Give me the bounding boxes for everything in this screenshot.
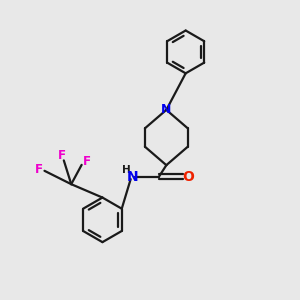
Text: H: H	[122, 165, 131, 175]
Text: F: F	[35, 163, 43, 176]
Text: N: N	[161, 103, 172, 116]
Text: F: F	[58, 148, 66, 162]
Text: F: F	[83, 155, 91, 168]
Text: N: N	[127, 170, 139, 184]
Text: O: O	[182, 170, 194, 184]
